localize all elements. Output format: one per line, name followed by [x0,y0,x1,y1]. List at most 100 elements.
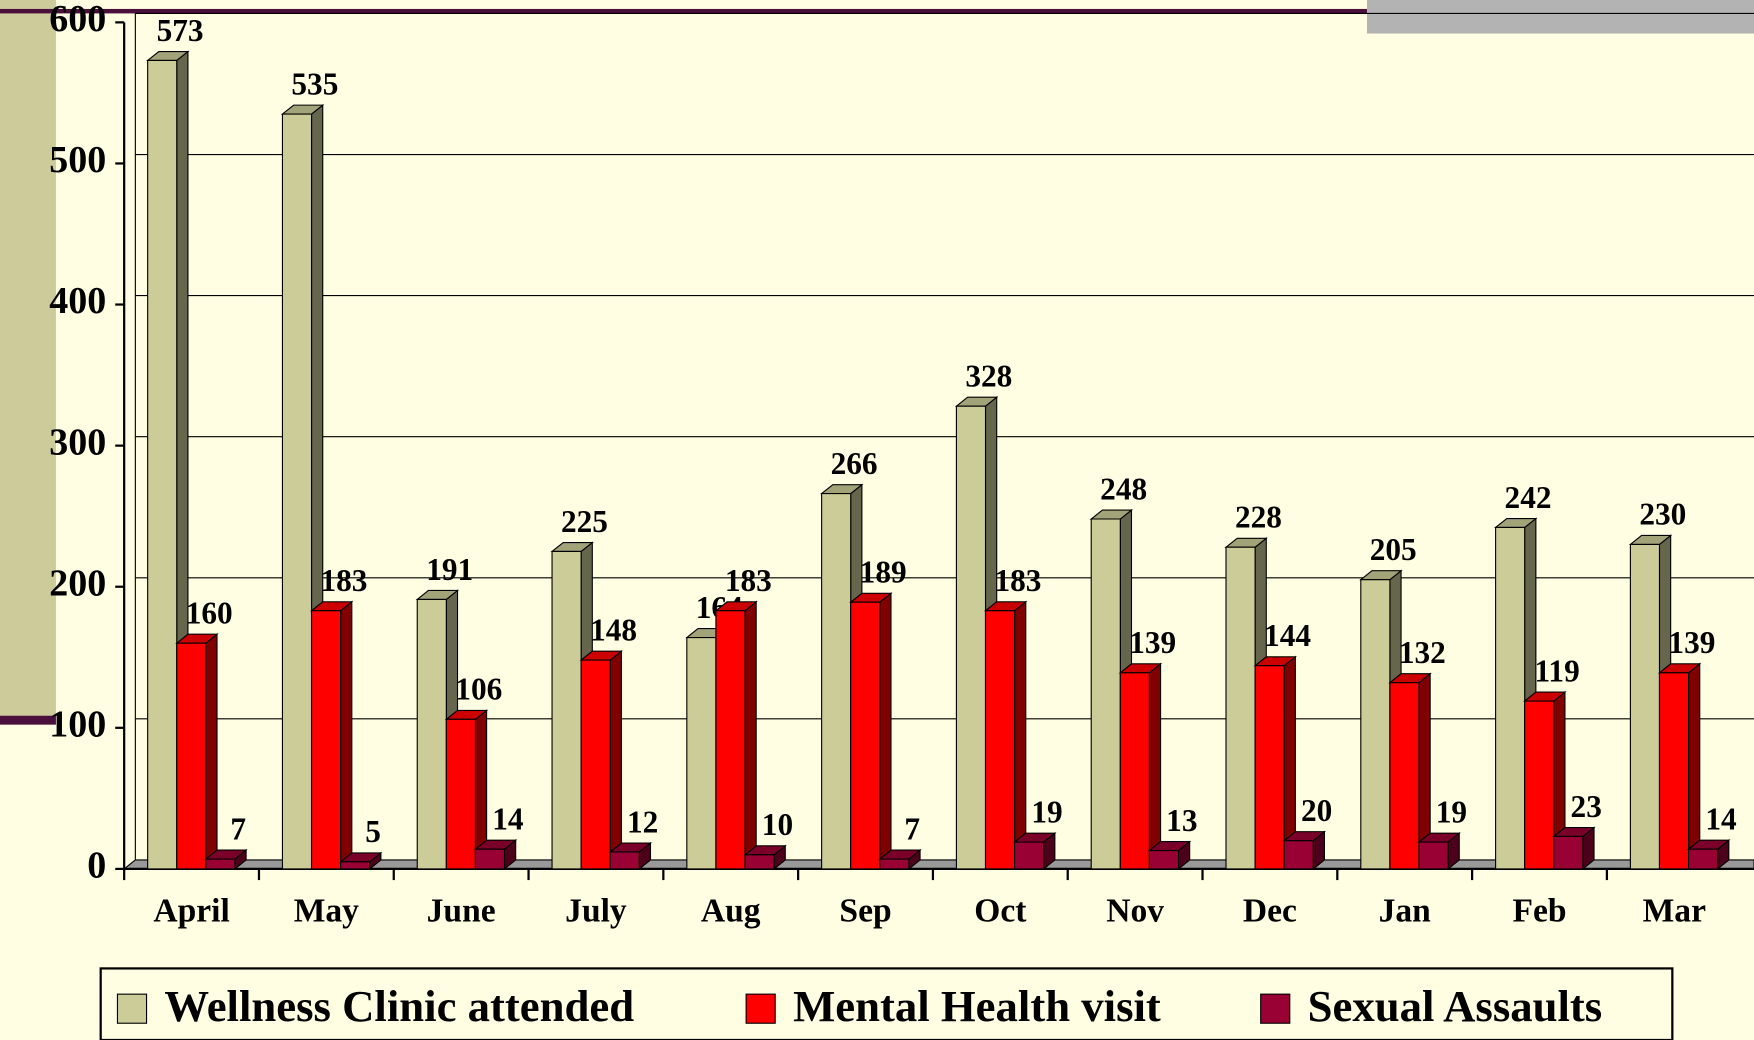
x-tick-label: Mar [1643,892,1706,929]
bar-front [715,610,746,870]
x-tick-label: Feb [1512,892,1566,929]
side-strip [0,0,56,716]
bar [1012,831,1057,871]
bar-front [1418,841,1449,870]
bar [175,633,219,871]
data-label: 10 [762,807,793,842]
bar-front [850,601,881,870]
data-label: 189 [860,555,907,590]
bar-front [1524,700,1555,870]
data-label: 119 [1535,653,1580,688]
bar [983,600,1028,871]
data-label: 228 [1235,500,1282,535]
bar-front [1629,543,1661,870]
x-tick-label: Sep [839,892,891,929]
x-tick-label: Aug [701,892,761,929]
x-tick-label: July [565,892,627,929]
data-label: 23 [1571,789,1602,824]
bar-front [744,854,775,870]
data-label: 266 [831,446,878,481]
y-tick-label: 100 [49,704,106,746]
bar-front [147,59,178,870]
bar [309,600,354,871]
y-tick-label: 400 [49,280,106,322]
y-tick-label: 600 [49,0,106,40]
bar [579,649,623,871]
y-tick-label: 0 [87,845,106,887]
data-label: 183 [320,563,367,598]
data-label: 328 [965,358,1012,393]
data-label: 20 [1301,793,1332,828]
data-label: 230 [1639,497,1686,532]
bar-front [176,642,207,870]
bar-side [205,633,218,871]
legend [99,967,1674,1040]
data-label: 7 [904,811,920,846]
bar-front [1389,682,1420,870]
bar-front [580,659,611,870]
data-label: 7 [230,811,246,846]
top-block [1366,0,1754,34]
legend-label: Mental Health visit [793,981,1161,1031]
bar [1282,830,1327,871]
bar-front [445,718,476,870]
bar [473,839,518,871]
x-tick-label: Nov [1106,892,1164,929]
y-tick-label: 200 [49,562,106,604]
bar [849,592,893,871]
bar-side [1148,662,1162,871]
top-line [0,8,1754,14]
bar [743,844,787,871]
data-label: 14 [1705,802,1737,837]
bar-side [1688,662,1701,871]
data-label: 248 [1100,471,1147,506]
data-label: 5 [365,814,381,849]
bar-front [551,550,582,870]
bar-front [879,858,910,870]
bar-front [416,598,447,870]
y-tick-label: 500 [49,139,106,181]
bar [1417,831,1461,871]
x-tick-label: Jan [1379,892,1432,929]
bar-side [879,592,892,871]
bar-side [609,649,622,871]
data-label: 106 [455,672,502,707]
legend-swatch [1260,993,1291,1024]
data-label: 132 [1399,635,1446,670]
bar-front [205,858,236,870]
bar [608,841,653,871]
bar-front [281,113,313,870]
bar-front [474,848,506,870]
bar-front [1090,518,1121,870]
bar-side [744,600,757,871]
bar [1523,690,1567,871]
data-label: 144 [1264,618,1311,653]
bar-front [1014,841,1045,870]
x-tick-label: June [427,892,496,929]
bar-front [310,610,342,870]
x-tick-label: Oct [974,892,1027,929]
bar-front [340,861,371,870]
legend-swatch [116,993,148,1024]
bar-front [1688,848,1719,870]
bar [1147,840,1192,871]
legend-label: Sexual Assaults [1308,981,1603,1031]
bar-front [955,405,987,870]
x-tick-label: April [153,892,229,929]
bar-front [1254,665,1285,870]
data-label: 148 [590,612,637,647]
data-label: 19 [1031,794,1062,829]
bar [1552,826,1596,871]
bar-front [821,493,852,870]
data-label: 242 [1505,480,1552,515]
bar-front [1495,526,1526,870]
bar [1686,839,1731,871]
bar-front [984,610,1016,870]
x-tick-label: May [294,892,359,929]
data-label: 139 [1668,625,1715,660]
data-label: 183 [725,563,772,598]
data-label: 160 [186,596,233,631]
side-line [0,715,56,725]
data-label: 205 [1370,532,1417,567]
